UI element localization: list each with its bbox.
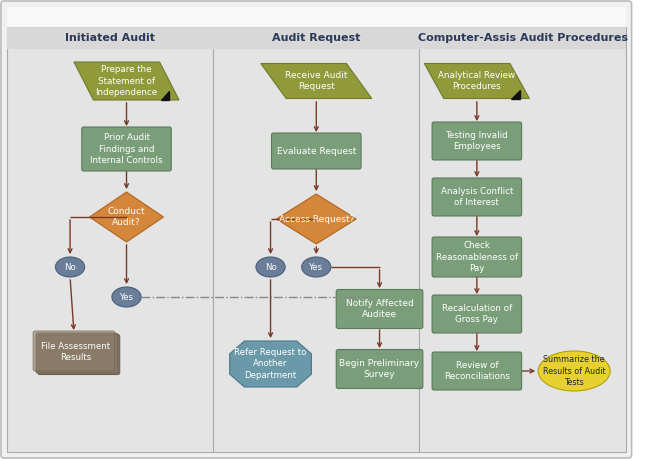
FancyBboxPatch shape <box>6 7 626 27</box>
Text: No: No <box>265 263 276 272</box>
Text: Yes: Yes <box>309 263 323 272</box>
FancyBboxPatch shape <box>432 295 522 333</box>
FancyBboxPatch shape <box>432 237 522 277</box>
Ellipse shape <box>256 257 285 277</box>
FancyBboxPatch shape <box>272 133 361 169</box>
FancyBboxPatch shape <box>6 27 213 49</box>
FancyBboxPatch shape <box>419 27 626 49</box>
Text: Yes: Yes <box>120 292 133 302</box>
FancyBboxPatch shape <box>336 349 423 388</box>
Text: Notify Affected
Auditee: Notify Affected Auditee <box>346 299 413 319</box>
Text: Conduct
Audit?: Conduct Audit? <box>108 207 146 227</box>
Text: Refer Request to
Another
Department: Refer Request to Another Department <box>235 348 307 380</box>
Polygon shape <box>511 90 520 99</box>
FancyBboxPatch shape <box>336 290 423 329</box>
Text: Receive Audit
Request: Receive Audit Request <box>285 71 348 91</box>
FancyBboxPatch shape <box>1 1 632 458</box>
FancyBboxPatch shape <box>38 335 120 375</box>
Polygon shape <box>424 63 529 99</box>
Text: Access Request?: Access Request? <box>279 214 354 224</box>
FancyBboxPatch shape <box>36 333 118 373</box>
Text: Analysis Conflict
of Interest: Analysis Conflict of Interest <box>441 187 513 207</box>
Ellipse shape <box>302 257 331 277</box>
Text: Summarize the
Results of Audit
Tests: Summarize the Results of Audit Tests <box>543 355 606 386</box>
Polygon shape <box>276 194 356 244</box>
Polygon shape <box>161 91 170 100</box>
Text: Prior Audit
Findings and
Internal Controls: Prior Audit Findings and Internal Contro… <box>90 134 163 165</box>
Ellipse shape <box>55 257 84 277</box>
FancyBboxPatch shape <box>432 122 522 160</box>
FancyBboxPatch shape <box>432 178 522 216</box>
FancyBboxPatch shape <box>213 27 419 452</box>
Text: Evaluate Request: Evaluate Request <box>277 146 356 156</box>
FancyBboxPatch shape <box>82 127 172 171</box>
Ellipse shape <box>538 351 610 391</box>
Text: Prepare the
Statement of
Independence: Prepare the Statement of Independence <box>96 65 157 96</box>
Polygon shape <box>90 192 164 242</box>
Text: Begin Preliminary
Survey: Begin Preliminary Survey <box>339 359 420 379</box>
Ellipse shape <box>112 287 141 307</box>
Text: Recalculation of
Gross Pay: Recalculation of Gross Pay <box>442 304 512 324</box>
Text: Audit Request: Audit Request <box>272 33 361 43</box>
Text: Computer-Assis Audit Procedures: Computer-Assis Audit Procedures <box>417 33 628 43</box>
FancyBboxPatch shape <box>432 352 522 390</box>
Text: Initiated Audit: Initiated Audit <box>65 33 155 43</box>
Text: File Assessment
Results: File Assessment Results <box>42 342 110 362</box>
Text: Analytical Review
Procedures: Analytical Review Procedures <box>438 71 515 91</box>
Text: Review of
Reconciliations: Review of Reconciliations <box>444 361 510 381</box>
Polygon shape <box>74 62 179 100</box>
Polygon shape <box>229 341 311 387</box>
Polygon shape <box>261 63 372 99</box>
FancyBboxPatch shape <box>419 27 626 452</box>
FancyBboxPatch shape <box>6 27 213 452</box>
Text: Check
Reasonableness of
Pay: Check Reasonableness of Pay <box>436 241 518 273</box>
Text: Testing Invalid
Employees: Testing Invalid Employees <box>445 131 508 151</box>
FancyBboxPatch shape <box>213 27 419 49</box>
FancyBboxPatch shape <box>33 331 115 371</box>
Text: No: No <box>64 263 76 272</box>
